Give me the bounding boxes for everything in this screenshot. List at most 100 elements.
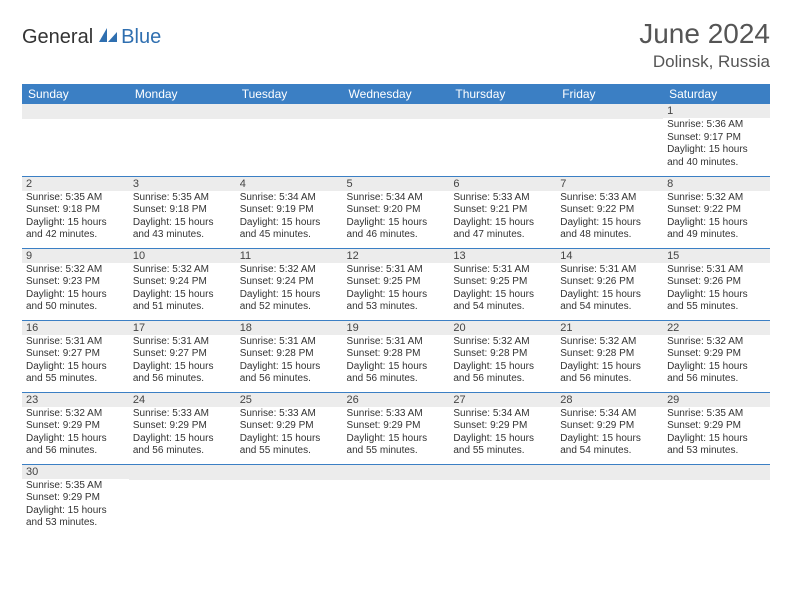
sunset-text: Sunset: 9:26 PM xyxy=(667,276,766,289)
weekday-header: Saturday xyxy=(663,84,770,104)
daylight-text: Daylight: 15 hours and 46 minutes. xyxy=(347,217,446,242)
calendar-week-row: 30Sunrise: 5:35 AMSunset: 9:29 PMDayligh… xyxy=(22,464,770,536)
calendar-cell: 23Sunrise: 5:32 AMSunset: 9:29 PMDayligh… xyxy=(22,392,129,464)
day-data: Sunrise: 5:31 AMSunset: 9:28 PMDaylight:… xyxy=(343,335,450,388)
daylight-text: Daylight: 15 hours and 56 minutes. xyxy=(133,433,232,458)
calendar-cell xyxy=(556,464,663,536)
sunrise-text: Sunrise: 5:31 AM xyxy=(26,336,125,349)
day-number: 30 xyxy=(22,465,129,479)
sunrise-text: Sunrise: 5:32 AM xyxy=(560,336,659,349)
sunrise-text: Sunrise: 5:35 AM xyxy=(133,192,232,205)
day-data: Sunrise: 5:33 AMSunset: 9:29 PMDaylight:… xyxy=(236,407,343,460)
day-data: Sunrise: 5:31 AMSunset: 9:26 PMDaylight:… xyxy=(663,263,770,316)
sunset-text: Sunset: 9:29 PM xyxy=(560,420,659,433)
day-number: 20 xyxy=(449,321,556,335)
day-number: 1 xyxy=(663,104,770,118)
calendar-cell xyxy=(449,464,556,536)
day-number: 18 xyxy=(236,321,343,335)
calendar-cell: 25Sunrise: 5:33 AMSunset: 9:29 PMDayligh… xyxy=(236,392,343,464)
day-data: Sunrise: 5:32 AMSunset: 9:23 PMDaylight:… xyxy=(22,263,129,316)
sunrise-text: Sunrise: 5:33 AM xyxy=(133,408,232,421)
calendar-week-row: 2Sunrise: 5:35 AMSunset: 9:18 PMDaylight… xyxy=(22,176,770,248)
day-data: Sunrise: 5:32 AMSunset: 9:28 PMDaylight:… xyxy=(449,335,556,388)
day-number: 14 xyxy=(556,249,663,263)
day-data: Sunrise: 5:32 AMSunset: 9:29 PMDaylight:… xyxy=(22,407,129,460)
day-number: 29 xyxy=(663,393,770,407)
sunset-text: Sunset: 9:21 PM xyxy=(453,204,552,217)
day-number: 23 xyxy=(22,393,129,407)
calendar-cell xyxy=(236,104,343,176)
sunrise-text: Sunrise: 5:33 AM xyxy=(453,192,552,205)
day-number xyxy=(556,104,663,119)
day-number xyxy=(236,465,343,480)
day-number: 9 xyxy=(22,249,129,263)
calendar-week-row: 23Sunrise: 5:32 AMSunset: 9:29 PMDayligh… xyxy=(22,392,770,464)
calendar-table: Sunday Monday Tuesday Wednesday Thursday… xyxy=(22,84,770,536)
day-data: Sunrise: 5:35 AMSunset: 9:18 PMDaylight:… xyxy=(129,191,236,244)
day-number: 24 xyxy=(129,393,236,407)
calendar-cell: 19Sunrise: 5:31 AMSunset: 9:28 PMDayligh… xyxy=(343,320,450,392)
sunset-text: Sunset: 9:27 PM xyxy=(133,348,232,361)
day-number xyxy=(22,104,129,119)
sunrise-text: Sunrise: 5:34 AM xyxy=(347,192,446,205)
calendar-cell xyxy=(129,104,236,176)
sunset-text: Sunset: 9:28 PM xyxy=(240,348,339,361)
sunset-text: Sunset: 9:25 PM xyxy=(453,276,552,289)
sunset-text: Sunset: 9:28 PM xyxy=(560,348,659,361)
day-number: 27 xyxy=(449,393,556,407)
daylight-text: Daylight: 15 hours and 40 minutes. xyxy=(667,144,766,169)
sunrise-text: Sunrise: 5:36 AM xyxy=(667,119,766,132)
day-number: 13 xyxy=(449,249,556,263)
header: General Blue June 2024 Dolinsk, Russia xyxy=(22,18,770,72)
daylight-text: Daylight: 15 hours and 42 minutes. xyxy=(26,217,125,242)
sunset-text: Sunset: 9:29 PM xyxy=(133,420,232,433)
weekday-header-row: Sunday Monday Tuesday Wednesday Thursday… xyxy=(22,84,770,104)
sunset-text: Sunset: 9:26 PM xyxy=(560,276,659,289)
daylight-text: Daylight: 15 hours and 53 minutes. xyxy=(667,433,766,458)
day-data: Sunrise: 5:32 AMSunset: 9:22 PMDaylight:… xyxy=(663,191,770,244)
calendar-cell: 7Sunrise: 5:33 AMSunset: 9:22 PMDaylight… xyxy=(556,176,663,248)
calendar-cell xyxy=(556,104,663,176)
daylight-text: Daylight: 15 hours and 54 minutes. xyxy=(453,289,552,314)
calendar-cell: 15Sunrise: 5:31 AMSunset: 9:26 PMDayligh… xyxy=(663,248,770,320)
calendar-cell: 21Sunrise: 5:32 AMSunset: 9:28 PMDayligh… xyxy=(556,320,663,392)
sunrise-text: Sunrise: 5:31 AM xyxy=(453,264,552,277)
sunset-text: Sunset: 9:24 PM xyxy=(240,276,339,289)
daylight-text: Daylight: 15 hours and 52 minutes. xyxy=(240,289,339,314)
sunset-text: Sunset: 9:18 PM xyxy=(26,204,125,217)
day-number: 28 xyxy=(556,393,663,407)
calendar-cell: 24Sunrise: 5:33 AMSunset: 9:29 PMDayligh… xyxy=(129,392,236,464)
day-number: 21 xyxy=(556,321,663,335)
sunset-text: Sunset: 9:29 PM xyxy=(26,492,125,505)
day-data: Sunrise: 5:34 AMSunset: 9:20 PMDaylight:… xyxy=(343,191,450,244)
calendar-cell xyxy=(236,464,343,536)
calendar-week-row: 1Sunrise: 5:36 AMSunset: 9:17 PMDaylight… xyxy=(22,104,770,176)
sunrise-text: Sunrise: 5:31 AM xyxy=(347,336,446,349)
calendar-week-row: 16Sunrise: 5:31 AMSunset: 9:27 PMDayligh… xyxy=(22,320,770,392)
sail-icon xyxy=(97,26,119,49)
calendar-cell: 26Sunrise: 5:33 AMSunset: 9:29 PMDayligh… xyxy=(343,392,450,464)
day-data: Sunrise: 5:34 AMSunset: 9:29 PMDaylight:… xyxy=(449,407,556,460)
day-number: 7 xyxy=(556,177,663,191)
title-block: June 2024 Dolinsk, Russia xyxy=(639,18,770,72)
sunset-text: Sunset: 9:20 PM xyxy=(347,204,446,217)
calendar-cell xyxy=(343,464,450,536)
daylight-text: Daylight: 15 hours and 54 minutes. xyxy=(560,433,659,458)
calendar-cell: 3Sunrise: 5:35 AMSunset: 9:18 PMDaylight… xyxy=(129,176,236,248)
sunrise-text: Sunrise: 5:31 AM xyxy=(133,336,232,349)
daylight-text: Daylight: 15 hours and 49 minutes. xyxy=(667,217,766,242)
day-number xyxy=(343,104,450,119)
daylight-text: Daylight: 15 hours and 43 minutes. xyxy=(133,217,232,242)
calendar-cell: 20Sunrise: 5:32 AMSunset: 9:28 PMDayligh… xyxy=(449,320,556,392)
day-data: Sunrise: 5:33 AMSunset: 9:29 PMDaylight:… xyxy=(129,407,236,460)
day-data: Sunrise: 5:31 AMSunset: 9:26 PMDaylight:… xyxy=(556,263,663,316)
calendar-cell: 6Sunrise: 5:33 AMSunset: 9:21 PMDaylight… xyxy=(449,176,556,248)
calendar-cell: 12Sunrise: 5:31 AMSunset: 9:25 PMDayligh… xyxy=(343,248,450,320)
daylight-text: Daylight: 15 hours and 56 minutes. xyxy=(347,361,446,386)
calendar-cell: 27Sunrise: 5:34 AMSunset: 9:29 PMDayligh… xyxy=(449,392,556,464)
weekday-header: Friday xyxy=(556,84,663,104)
day-data: Sunrise: 5:34 AMSunset: 9:29 PMDaylight:… xyxy=(556,407,663,460)
day-number: 25 xyxy=(236,393,343,407)
daylight-text: Daylight: 15 hours and 56 minutes. xyxy=(560,361,659,386)
calendar-cell: 29Sunrise: 5:35 AMSunset: 9:29 PMDayligh… xyxy=(663,392,770,464)
